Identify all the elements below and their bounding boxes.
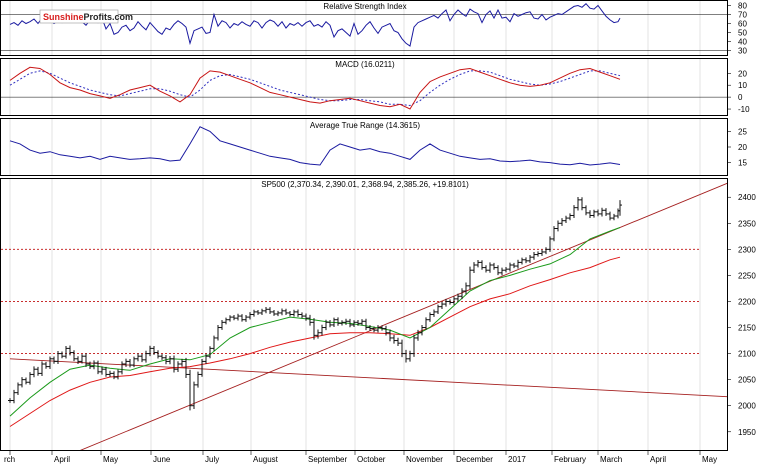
y-tick-3-8: 2350 [738, 219, 756, 228]
x-tick-11: February [554, 455, 586, 464]
y-tick-0-5: 80 [738, 2, 747, 11]
y-tick-3-9: 2400 [738, 193, 756, 202]
series-layer [8, 2, 727, 450]
sunshine-profits-logo: SunshineProfits.com [39, 9, 133, 24]
logo-part-2: Profits.com [84, 12, 134, 22]
y-tick-1-3: 20 [738, 69, 747, 78]
macd-signal-line [9, 70, 621, 107]
y-tick-3-0: 1950 [738, 428, 756, 437]
x-tick-5: August [253, 455, 279, 464]
y-tick-2-0: 15 [738, 159, 747, 168]
y-tick-1-2: 10 [738, 81, 747, 90]
x-tick-6: September [308, 455, 347, 464]
x-tick-12: March [600, 455, 622, 464]
rsi-panel [0, 0, 728, 56]
reference-lines [1, 14, 727, 355]
price-series-group [8, 182, 727, 450]
rsi-title: Relative Strength Index [323, 2, 406, 11]
x-tick-4: July [205, 455, 219, 464]
price-title: SP500 (2,370.34, 2,390.01, 2,368.94, 2,3… [261, 180, 469, 189]
y-tick-3-4: 2150 [738, 324, 756, 333]
grid-layer [9, 1, 701, 450]
y-tick-3-1: 2000 [738, 402, 756, 411]
moving-average-fast [9, 227, 621, 417]
x-tick-14: May [702, 455, 717, 464]
svg-text:SunshineProfits.com: SunshineProfits.com [43, 12, 133, 22]
y-tick-3-6: 2250 [738, 271, 756, 280]
y-tick-0-0: 30 [738, 47, 747, 56]
y-tick-0-2: 50 [738, 29, 747, 38]
y-tick-2-1: 20 [738, 143, 747, 152]
y-tick-1-1: 0 [738, 93, 743, 102]
trend-line-up [80, 182, 727, 450]
moving-average-slow [9, 256, 621, 427]
y-tick-0-4: 70 [738, 11, 747, 20]
y-tick-3-7: 2300 [738, 245, 756, 254]
y-tick-3-5: 2200 [738, 297, 756, 306]
macd-title: MACD (16.0211) [335, 60, 395, 69]
price-panel [0, 178, 728, 451]
x-tick-7: October [357, 455, 386, 464]
x-tick-3: June [153, 455, 171, 464]
rsi-line [9, 2, 621, 47]
x-tick-0: rch [4, 455, 15, 464]
x-tick-9: December [456, 455, 493, 464]
y-tick-1-0: -10 [738, 105, 750, 114]
x-tick-10: 2017 [508, 455, 526, 464]
x-tick-1: April [54, 455, 70, 464]
y-tick-0-3: 60 [738, 20, 747, 29]
macd-panel [0, 58, 728, 116]
logo-part-1: Sunshine [43, 12, 84, 22]
macd-line [9, 66, 621, 110]
x-tick-labels: rch April May June July August September Octobe… [4, 450, 717, 464]
y-tick-2-2: 25 [738, 127, 747, 136]
y-tick-0-1: 40 [738, 38, 747, 47]
y-tick-3-3: 2100 [738, 350, 756, 359]
x-tick-8: November [406, 455, 443, 464]
x-tick-13: April [650, 455, 666, 464]
atr-line [9, 126, 621, 166]
trend-line-down [9, 358, 727, 398]
x-tick-2: May [103, 455, 118, 464]
atr-title: Average True Range (14.3615) [310, 121, 420, 130]
y-tick-3-2: 2050 [738, 376, 756, 385]
